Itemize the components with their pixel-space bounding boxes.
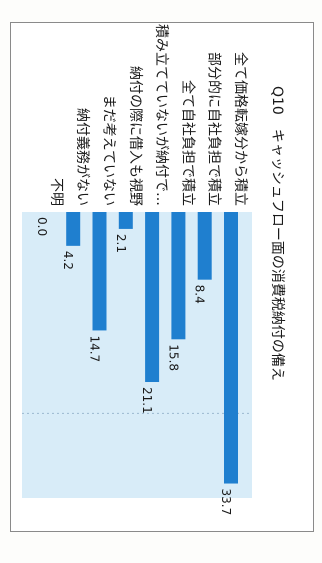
value-label: 15.8 (166, 344, 180, 371)
value-label: 8.4 (193, 285, 207, 304)
bar (66, 212, 81, 246)
value-label: 0.0 (35, 217, 49, 236)
value-label: 2.1 (114, 234, 128, 253)
category-label: 部分的に自社負担で積立 (206, 52, 222, 206)
category-label: 積み立てていないが納付で… (153, 24, 169, 206)
category-label: 不明 (48, 178, 64, 206)
plot-area (22, 212, 252, 498)
bar (145, 212, 160, 383)
value-label: 33.7 (219, 489, 233, 516)
bar (171, 212, 186, 340)
bar (224, 212, 238, 484)
value-label: 14.7 (88, 335, 102, 362)
value-label: 4.2 (61, 251, 75, 270)
chart-title: Q10 キャッシュフロー面の消費税納付の備え (269, 86, 285, 381)
bar (92, 212, 107, 331)
category-label: 納付義務がない (74, 108, 91, 206)
bar (197, 212, 212, 280)
category-label: 全て価格転嫁分から積立 (232, 52, 249, 206)
category-label: 全て自社負担で積立 (179, 80, 196, 206)
category-label: 納付の際に借入も視野 (127, 66, 143, 206)
category-label: まだ考えていない (101, 95, 117, 206)
bar (118, 212, 133, 229)
value-label: 21.1 (140, 387, 154, 414)
